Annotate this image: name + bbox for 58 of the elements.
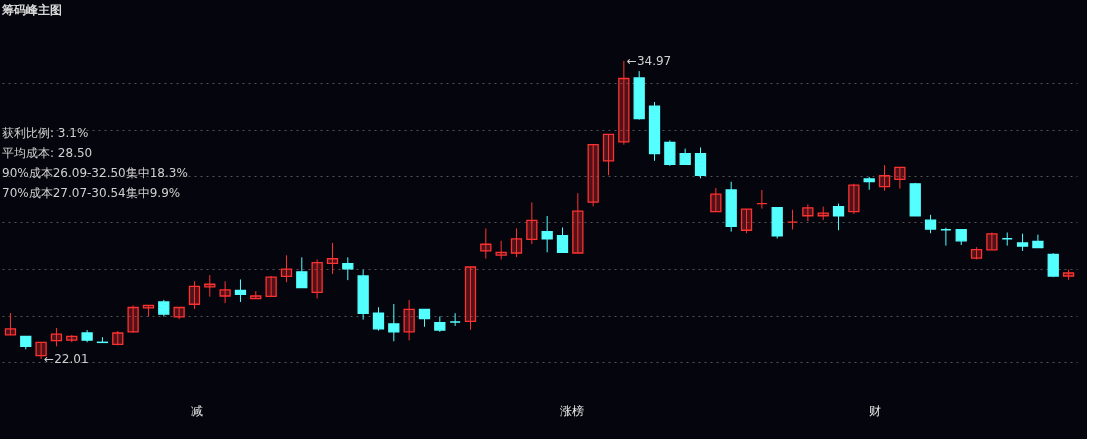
candlestick [480, 227, 492, 260]
text: 财 [869, 404, 881, 418]
candlestick [296, 256, 308, 289]
candlestick [710, 187, 722, 213]
candlestick [541, 215, 553, 253]
candlestick [786, 209, 799, 231]
candlestick [173, 306, 185, 320]
candlestick [1062, 269, 1075, 281]
annotation: 90%成本26.09-32.50集中18.3% [2, 166, 188, 180]
candlestick [495, 240, 507, 260]
annotation: 获利比例: 3.1% [2, 126, 89, 140]
candlestick [250, 290, 262, 300]
candlestick [510, 227, 523, 258]
candlestick [66, 334, 78, 343]
candlestick [587, 144, 599, 207]
candlestick [894, 166, 906, 190]
candlestick [142, 304, 155, 317]
candlestick [265, 275, 277, 298]
candlestick [372, 306, 385, 332]
candlestick [694, 146, 707, 179]
candlestick [50, 327, 63, 347]
candlestick [526, 201, 538, 245]
candlestick [464, 266, 477, 331]
candlestick [127, 304, 139, 334]
text: 涨榜 [560, 404, 584, 418]
candlestick [740, 208, 753, 234]
candlestick [219, 280, 231, 304]
candlestick [848, 183, 860, 215]
candlestick [326, 242, 339, 275]
candlestick [280, 254, 293, 283]
candlestick [188, 280, 201, 310]
candlestick [970, 246, 983, 260]
candlestick [112, 330, 124, 346]
annotation: ←22.01 [44, 352, 89, 366]
text: 减 [191, 404, 203, 418]
candlestick [986, 232, 998, 251]
candlestick [664, 139, 676, 167]
candlestick [602, 133, 615, 176]
candlestick [403, 299, 415, 341]
candlestick [924, 214, 937, 234]
candlestick [234, 278, 247, 303]
annotation: ←34.97 [626, 54, 672, 68]
candlestick [756, 189, 768, 210]
candlestick [802, 203, 814, 222]
candlestick [311, 258, 323, 300]
annotation: 70%成本27.07-30.54集中9.9% [2, 186, 181, 200]
candlestick [1001, 232, 1013, 247]
candlestick [556, 226, 569, 253]
candlestick [388, 303, 400, 342]
candlestick [4, 312, 17, 336]
chart-title: 筹码峰主图 [1, 3, 62, 17]
annotation: 平均成本: 28.50 [2, 146, 93, 160]
candlestick [940, 227, 952, 247]
candlestick [572, 192, 584, 254]
candlestick [832, 203, 845, 231]
candlestick [342, 256, 354, 281]
candlestick [878, 164, 891, 192]
candlestick [1032, 234, 1044, 249]
